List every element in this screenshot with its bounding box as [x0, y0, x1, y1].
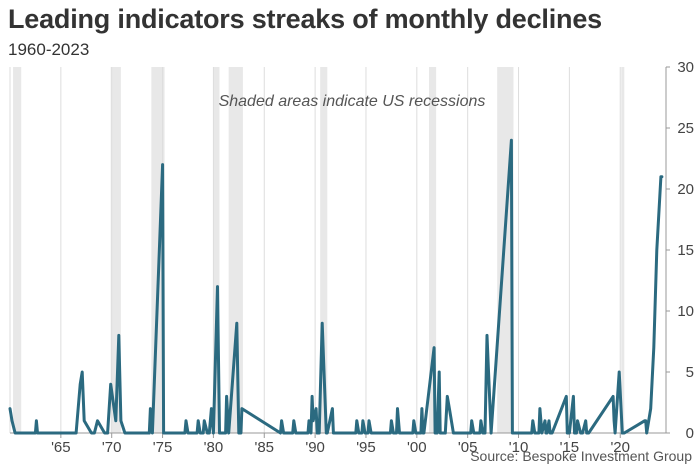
x-axis-tick-labels: '65 '70 '75 '80 '85 '90 '95 '00 '05 '10 '15 '20 — [51, 439, 630, 456]
recession-band — [110, 67, 121, 433]
recession-band — [13, 67, 22, 433]
x-tick-label: '65 — [51, 439, 71, 456]
chart-subtitle: 1960-2023 — [8, 40, 90, 59]
x-tick-label: '20 — [610, 439, 630, 456]
x-tick-label: '80 — [204, 439, 224, 456]
x-tick-label: '05 — [458, 439, 478, 456]
y-tick-label: 5 — [686, 364, 694, 381]
vertical-gridlines — [60, 67, 621, 438]
x-tick-label: '00 — [407, 439, 427, 456]
x-tick-label: '70 — [102, 439, 122, 456]
recession-band — [228, 67, 243, 433]
x-tick-label: '10 — [509, 439, 529, 456]
source-note: Source: Bespoke Investment Group — [470, 448, 692, 464]
recession-shading — [13, 67, 625, 433]
x-tick-label: '95 — [356, 439, 376, 456]
y-tick-label: 25 — [677, 120, 694, 137]
x-tick-label: '85 — [254, 439, 274, 456]
x-tick-label: '90 — [305, 439, 325, 456]
x-tick-label: '75 — [153, 439, 173, 456]
y-tick-label: 15 — [677, 242, 694, 259]
chart-title: Leading indicators streaks of monthly de… — [8, 4, 602, 34]
y-tick-label: 30 — [677, 59, 694, 76]
series-line — [8, 138, 664, 435]
recession-note: Shaded areas indicate US recessions — [219, 93, 486, 110]
recession-band — [213, 67, 220, 433]
y-tick-label: 10 — [677, 303, 694, 320]
x-tick-label: '15 — [560, 439, 580, 456]
recession-band — [429, 67, 437, 433]
y-tick-label: 0 — [686, 425, 694, 442]
y-axis-tick-labels: 0 5 10 15 20 25 30 — [666, 59, 694, 442]
y-tick-label: 20 — [677, 181, 694, 198]
recession-band — [320, 67, 328, 433]
recession-band — [621, 67, 625, 433]
